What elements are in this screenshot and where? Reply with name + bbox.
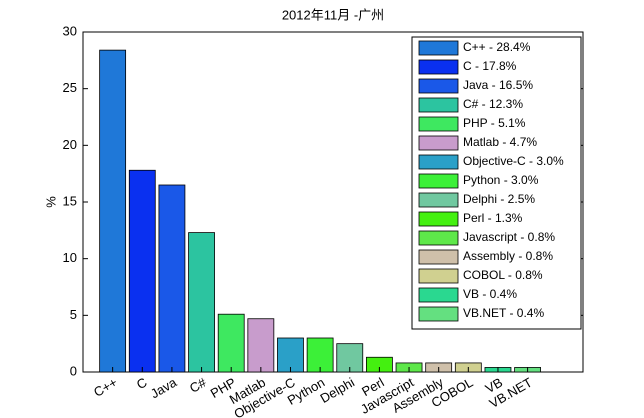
y-tick-label: 5 <box>70 307 77 322</box>
x-tick-label: C# <box>187 374 210 396</box>
x-tick-label: Delphi <box>318 375 358 406</box>
legend-swatch <box>418 154 459 170</box>
legend-swatch <box>418 97 459 113</box>
legend-swatch <box>418 268 459 284</box>
legend-swatch <box>418 59 459 75</box>
legend-label: Perl - 1.3% <box>463 211 523 225</box>
legend-label: C# - 12.3% <box>463 97 523 111</box>
legend-swatch <box>418 173 459 189</box>
chart-title: 2012年11月 -广州 <box>282 7 384 22</box>
legend-label: C++ - 28.4% <box>463 40 531 54</box>
legend-label: Assembly - 0.8% <box>463 249 553 263</box>
bar <box>247 318 275 373</box>
bar <box>188 232 215 373</box>
bar <box>217 313 245 373</box>
y-axis-label: % <box>43 196 58 208</box>
legend-label: PHP - 5.1% <box>463 116 526 130</box>
legend-swatch <box>418 116 459 132</box>
x-tick-label: C++ <box>91 375 120 400</box>
legend: C++ - 28.4% C - 17.8% Java - 16.5% C# - 12.… <box>411 36 582 330</box>
legend-label: Javascript - 0.8% <box>463 230 555 244</box>
legend-label: COBOL - 0.8% <box>463 268 543 282</box>
legend-swatch <box>418 40 459 56</box>
legend-label: Java - 16.5% <box>463 78 533 92</box>
y-tick-label: 20 <box>63 137 77 152</box>
y-tick-label: 15 <box>63 193 77 208</box>
y-tick-label: 10 <box>63 250 77 265</box>
legend-swatch <box>418 287 459 303</box>
bar <box>99 49 127 373</box>
legend-label: Matlab - 4.7% <box>463 135 537 149</box>
legend-swatch <box>418 135 459 151</box>
legend-label: Delphi - 2.5% <box>463 192 535 206</box>
bar <box>306 337 334 373</box>
bar <box>277 337 304 373</box>
legend-label: C - 17.8% <box>463 59 517 73</box>
x-tick-label: Java <box>148 374 180 401</box>
legend-label: Objective-C - 3.0% <box>463 154 564 168</box>
legend-label: VB - 0.4% <box>463 287 517 301</box>
legend-swatch <box>418 211 459 227</box>
legend-swatch <box>418 249 459 265</box>
y-tick-label: 25 <box>63 80 77 95</box>
legend-swatch <box>418 78 459 94</box>
x-tick-label: C <box>134 375 150 393</box>
legend-swatch <box>418 192 459 208</box>
bar <box>158 184 186 373</box>
legend-swatch <box>418 230 459 246</box>
y-tick-label: 30 <box>63 23 77 38</box>
y-tick-label: 0 <box>70 363 77 378</box>
legend-label: VB.NET - 0.4% <box>463 306 544 320</box>
legend-label: Python - 3.0% <box>463 173 539 187</box>
bar <box>128 169 156 373</box>
legend-swatch <box>418 306 459 322</box>
